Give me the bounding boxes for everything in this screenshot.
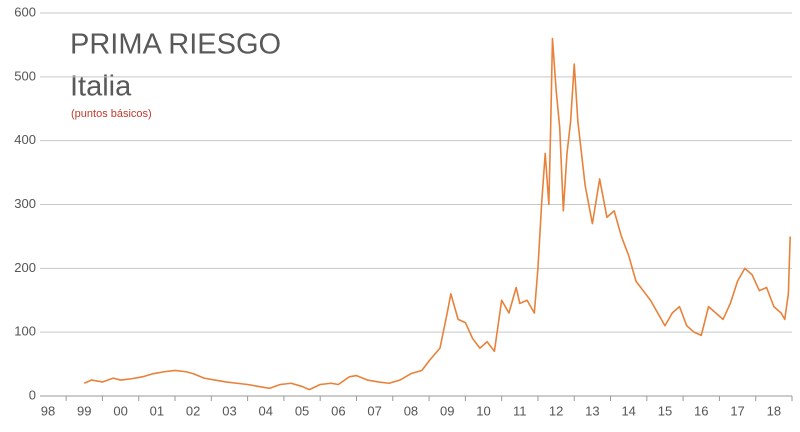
x-tick-label: 13 (585, 403, 599, 418)
x-tick-label: 99 (77, 403, 91, 418)
y-tick-label: 400 (14, 132, 36, 147)
chart-subtitle: (puntos básicos) (71, 108, 152, 120)
x-tick-label: 12 (549, 403, 563, 418)
chart-title: Italia (70, 71, 132, 103)
x-tick-label: 08 (404, 403, 418, 418)
x-tick-label: 14 (621, 403, 635, 418)
x-tick-label: 06 (331, 403, 345, 418)
x-tick-label: 02 (186, 403, 200, 418)
x-tick-label: 05 (295, 403, 309, 418)
x-tick-label: 16 (694, 403, 708, 418)
chart-title: PRIMA RIESGO (70, 29, 281, 61)
y-tick-label: 600 (14, 4, 36, 19)
x-tick-label: 03 (222, 403, 236, 418)
x-tick-label: 00 (113, 403, 127, 418)
y-tick-label: 100 (14, 324, 36, 339)
x-tick-label: 11 (513, 403, 527, 418)
x-tick-label: 07 (367, 403, 381, 418)
x-tick-label: 09 (440, 403, 454, 418)
y-tick-label: 500 (14, 68, 36, 83)
x-tick-label: 04 (259, 403, 273, 418)
y-tick-label: 200 (14, 260, 36, 275)
y-tick-label: 300 (14, 196, 36, 211)
x-tick-label: 98 (41, 403, 55, 418)
x-tick-label: 01 (150, 403, 164, 418)
y-tick-label: 0 (29, 387, 36, 402)
x-tick-label: 15 (658, 403, 672, 418)
x-tick-label: 18 (767, 403, 781, 418)
x-tick-label: 17 (730, 403, 744, 418)
data-line (83, 37, 791, 391)
x-tick-label: 10 (476, 403, 490, 418)
